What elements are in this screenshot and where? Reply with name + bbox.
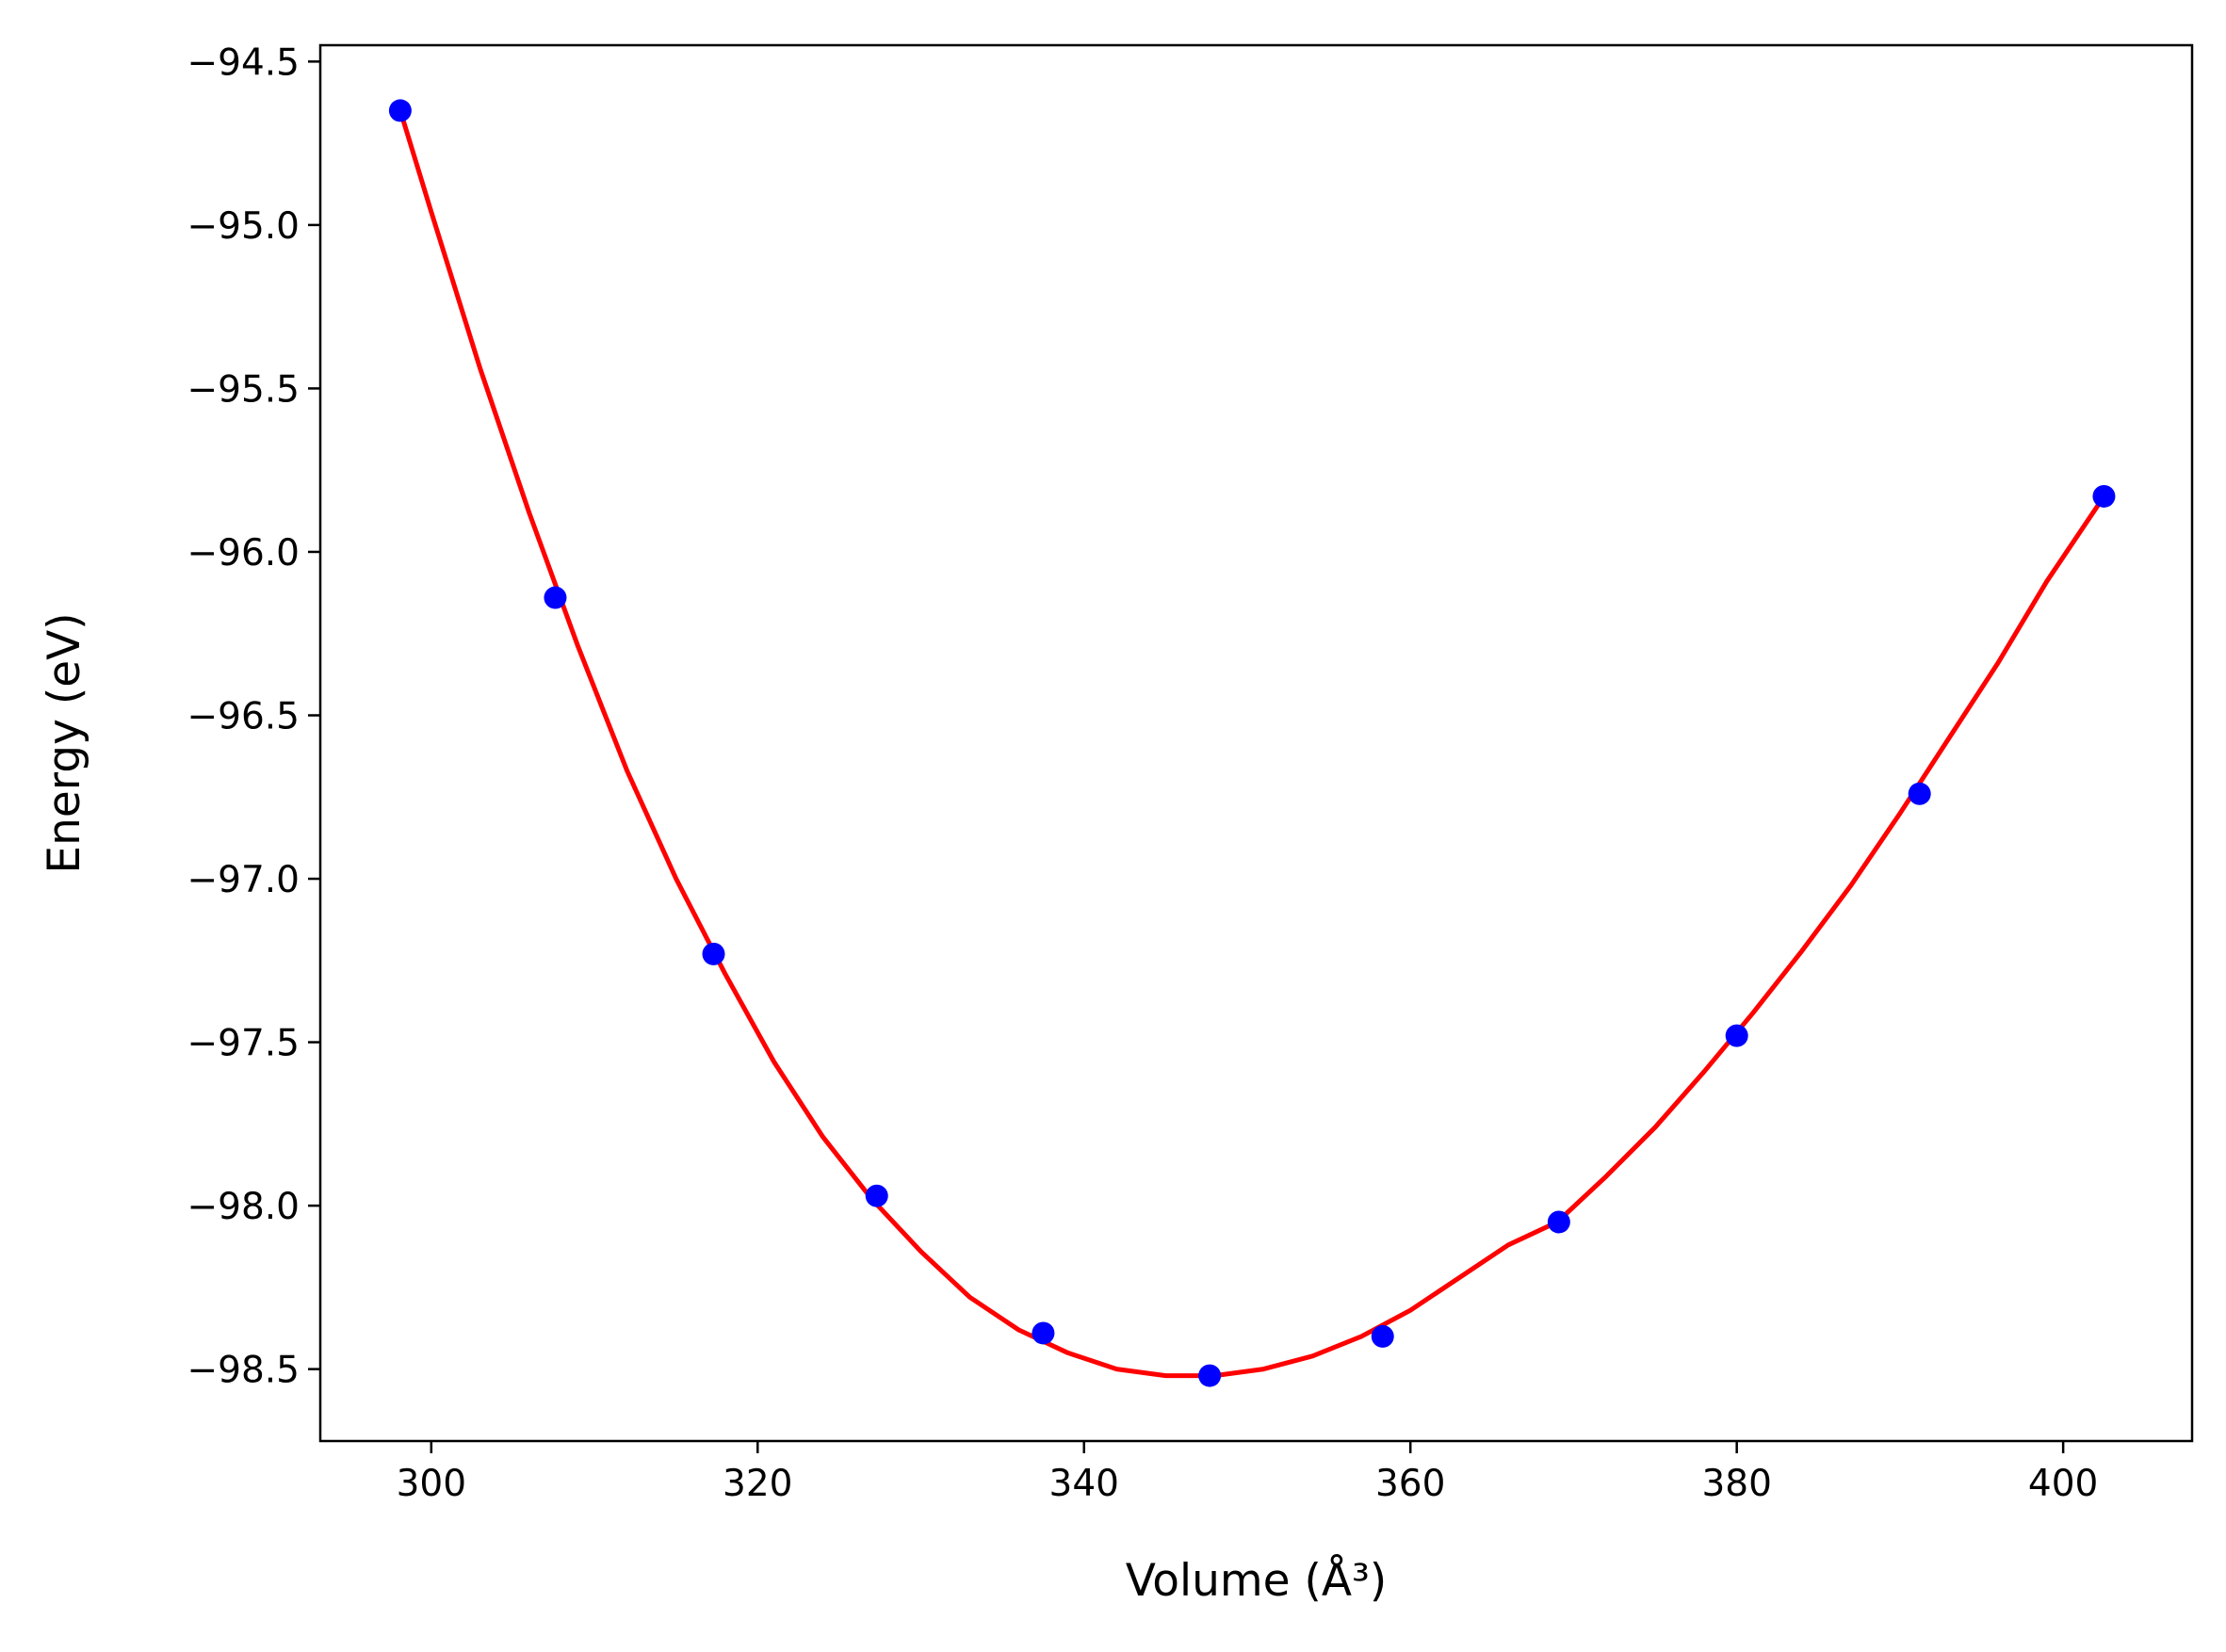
data-point	[1547, 1210, 1570, 1234]
data-point	[1725, 1024, 1748, 1047]
y-tick-label: −95.5	[187, 368, 300, 411]
data-point	[1032, 1321, 1055, 1345]
axes: 300 320 340 360 380 400 −94.5 −95.0 −95.5 −96.0 −9…	[187, 41, 2194, 1505]
y-tick-label: −97.5	[187, 1023, 300, 1065]
y-tick-label: −98.5	[187, 1350, 300, 1392]
x-tick-label: 360	[1375, 1463, 1445, 1505]
y-tick-label: −96.5	[187, 695, 300, 737]
x-tick-label: 340	[1049, 1463, 1119, 1505]
y-axis-label: Energy (eV)	[39, 612, 90, 873]
x-axis-label: Volume (Å³)	[1126, 1555, 1387, 1607]
fit-curve-line	[398, 107, 2106, 1379]
data-point	[544, 586, 567, 609]
y-tick-label: −97.0	[187, 859, 300, 901]
data-point	[388, 99, 412, 122]
plot-content	[388, 99, 2116, 1387]
data-point	[702, 942, 725, 965]
data-point	[865, 1184, 888, 1207]
x-tick-label: 400	[2028, 1463, 2098, 1505]
y-tick-label: −98.0	[187, 1186, 300, 1228]
x-tick-label: 300	[397, 1463, 466, 1505]
data-point	[1371, 1324, 1394, 1348]
data-point	[1908, 782, 1931, 805]
x-tick-label: 380	[1701, 1463, 1771, 1505]
y-tick-label: −94.5	[187, 41, 300, 84]
y-tick-label: −96.0	[187, 532, 300, 575]
plot-frame	[318, 43, 2194, 1443]
x-tick-label: 320	[723, 1463, 792, 1505]
data-point	[2092, 484, 2116, 508]
y-tick-label: −95.0	[187, 205, 300, 248]
data-point	[1198, 1364, 1222, 1387]
